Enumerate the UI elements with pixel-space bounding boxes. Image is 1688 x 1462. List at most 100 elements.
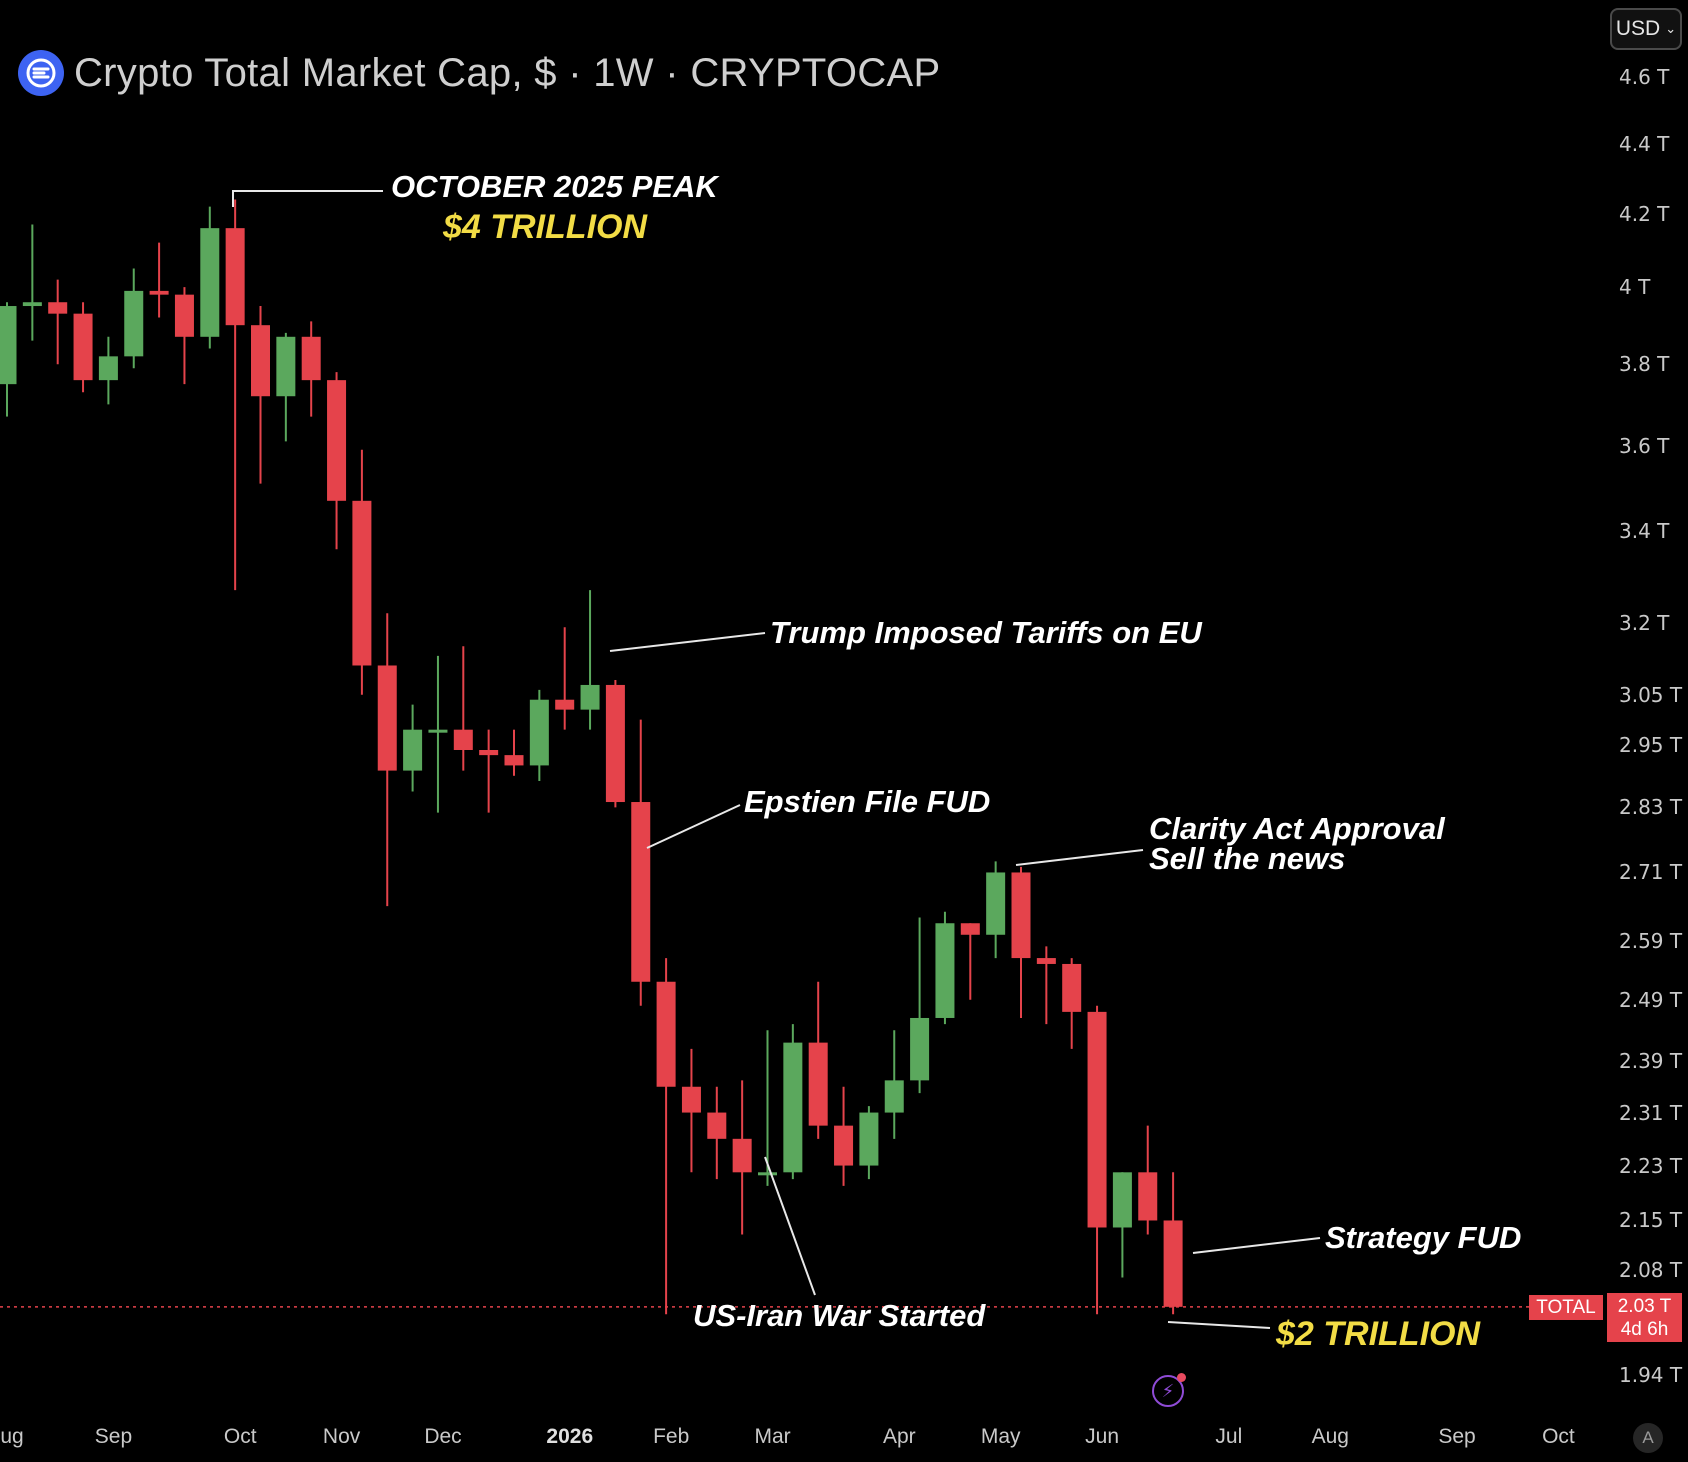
candle-down[interactable] [1163, 1220, 1183, 1307]
y-tick-label: 4.2 T [1619, 201, 1670, 226]
candle-down[interactable] [656, 981, 676, 1087]
x-tick-label: 2026 [546, 1425, 594, 1448]
annotation-iran: US-Iran War Started [693, 1298, 986, 1333]
candle-down[interactable] [301, 336, 321, 381]
candle-up[interactable] [580, 684, 600, 710]
y-tick-label: 3.8 T [1619, 352, 1670, 377]
y-tick-label: 3.2 T [1619, 610, 1670, 635]
candle-down[interactable] [834, 1125, 854, 1166]
candle-down[interactable] [960, 923, 980, 935]
candle-down[interactable] [251, 325, 270, 397]
chevron-down-icon: ⌄ [1665, 21, 1677, 36]
y-tick-label: 2.59 T [1619, 928, 1683, 953]
callout-line-iran [764, 1156, 816, 1296]
candle-down[interactable] [707, 1112, 727, 1139]
x-tick-label: Aug [1311, 1425, 1349, 1448]
candle-down[interactable] [1087, 1011, 1107, 1228]
candle-up[interactable] [428, 729, 448, 733]
candle-up[interactable] [0, 306, 17, 385]
candle-up[interactable] [403, 729, 423, 771]
y-tick-label: 3.4 T [1619, 519, 1670, 544]
y-tick-label: 2.49 T [1619, 987, 1683, 1012]
annotation-clarity-subtitle: Sell the news [1149, 841, 1346, 876]
annotation-peak-title: OCTOBER 2025 PEAK [391, 169, 718, 204]
x-tick-label: Apr [882, 1425, 916, 1448]
candle-down[interactable] [149, 290, 169, 295]
y-tick-label: 2.95 T [1619, 732, 1683, 757]
last-price-tag: 2.03 T 4d 6h [1607, 1293, 1682, 1342]
annotation-tariffs: Trump Imposed Tariffs on EU [770, 615, 1202, 650]
candle-down[interactable] [479, 749, 499, 756]
callout-lines [232, 190, 1321, 1329]
currency-selector[interactable]: USD ⌄ [1610, 8, 1682, 50]
candle-down[interactable] [681, 1086, 701, 1113]
candle-down[interactable] [327, 380, 347, 501]
callout-line-peak [232, 190, 383, 207]
candle-up[interactable] [935, 923, 955, 1018]
candle-down[interactable] [453, 729, 473, 750]
candle-down[interactable] [352, 500, 372, 666]
candle-down[interactable] [732, 1138, 752, 1173]
annotation-peak-value: $4 TRILLION [443, 208, 648, 246]
candle-up[interactable] [1112, 1172, 1132, 1228]
cryptocap-logo-icon [18, 50, 64, 96]
candle-up[interactable] [884, 1080, 904, 1113]
candle-down[interactable] [808, 1042, 828, 1126]
candle-down[interactable] [504, 755, 524, 766]
callout-line-bottom [1167, 1321, 1271, 1329]
y-tick-label: 2.23 T [1619, 1153, 1683, 1178]
y-tick-label: 2.39 T [1619, 1049, 1683, 1074]
candle-down[interactable] [48, 302, 68, 314]
annotation-bottom-value: $2 TRILLION [1276, 1315, 1481, 1353]
y-tick-label: 4.4 T [1619, 131, 1670, 156]
y-tick-label: 3.6 T [1619, 433, 1670, 458]
callout-line-tariffs [609, 632, 766, 652]
candle-up[interactable] [758, 1172, 777, 1176]
y-tick-label: 2.71 T [1619, 860, 1683, 885]
x-tick-label: Jul [1215, 1425, 1243, 1448]
candle-down[interactable] [377, 665, 397, 771]
bolt-glyph: ⚡ [1161, 1380, 1175, 1401]
chart-title: Crypto Total Market Cap, $ · 1W · CRYPTO… [74, 50, 941, 95]
candle-down[interactable] [225, 228, 245, 326]
candle-up[interactable] [22, 302, 42, 307]
x-tick-label: Jun [1085, 1425, 1120, 1448]
candle-down[interactable] [1011, 872, 1031, 959]
x-tick-label: ug [0, 1425, 24, 1448]
y-tick-label: 2.31 T [1619, 1100, 1683, 1125]
y-tick-label: 3.05 T [1619, 682, 1683, 707]
auto-scale-icon[interactable]: A [1633, 1423, 1663, 1453]
candle-down[interactable] [631, 802, 651, 982]
notification-dot [1177, 1373, 1186, 1382]
annotation-strategy: Strategy FUD [1325, 1220, 1522, 1255]
lightning-bolt-icon[interactable]: ⚡ [1152, 1373, 1186, 1407]
candle-up[interactable] [529, 699, 549, 766]
x-tick-label: Oct [223, 1425, 257, 1448]
candle-down[interactable] [174, 294, 194, 337]
candles-layer [0, 199, 1183, 1315]
bar-countdown: 4d 6h [1620, 1319, 1669, 1340]
y-tick-label: 4 T [1619, 275, 1651, 300]
candle-up[interactable] [859, 1112, 879, 1166]
y-tick-label: 2.08 T [1619, 1258, 1683, 1283]
candle-up[interactable] [910, 1017, 930, 1081]
candle-up[interactable] [200, 228, 220, 337]
candle-up[interactable] [783, 1042, 803, 1173]
candle-down[interactable] [73, 313, 93, 381]
candle-down[interactable] [1138, 1172, 1158, 1221]
symbol-tag: TOTAL [1529, 1295, 1603, 1320]
candle-down[interactable] [1062, 963, 1082, 1012]
candle-up[interactable] [98, 356, 118, 381]
annotation-epstein: Epstien File FUD [744, 784, 991, 819]
x-tick-label: Dec [424, 1425, 462, 1448]
candle-up[interactable] [124, 290, 144, 357]
candle-down[interactable] [605, 684, 625, 803]
callout-line-epstein [646, 804, 741, 849]
candle-up[interactable] [986, 872, 1006, 935]
currency-label: USD [1615, 17, 1661, 40]
candle-up[interactable] [276, 336, 296, 397]
candle-down[interactable] [1036, 958, 1056, 964]
annotation-clarity-title: Clarity Act Approval [1149, 811, 1445, 846]
candle-down[interactable] [555, 699, 575, 710]
